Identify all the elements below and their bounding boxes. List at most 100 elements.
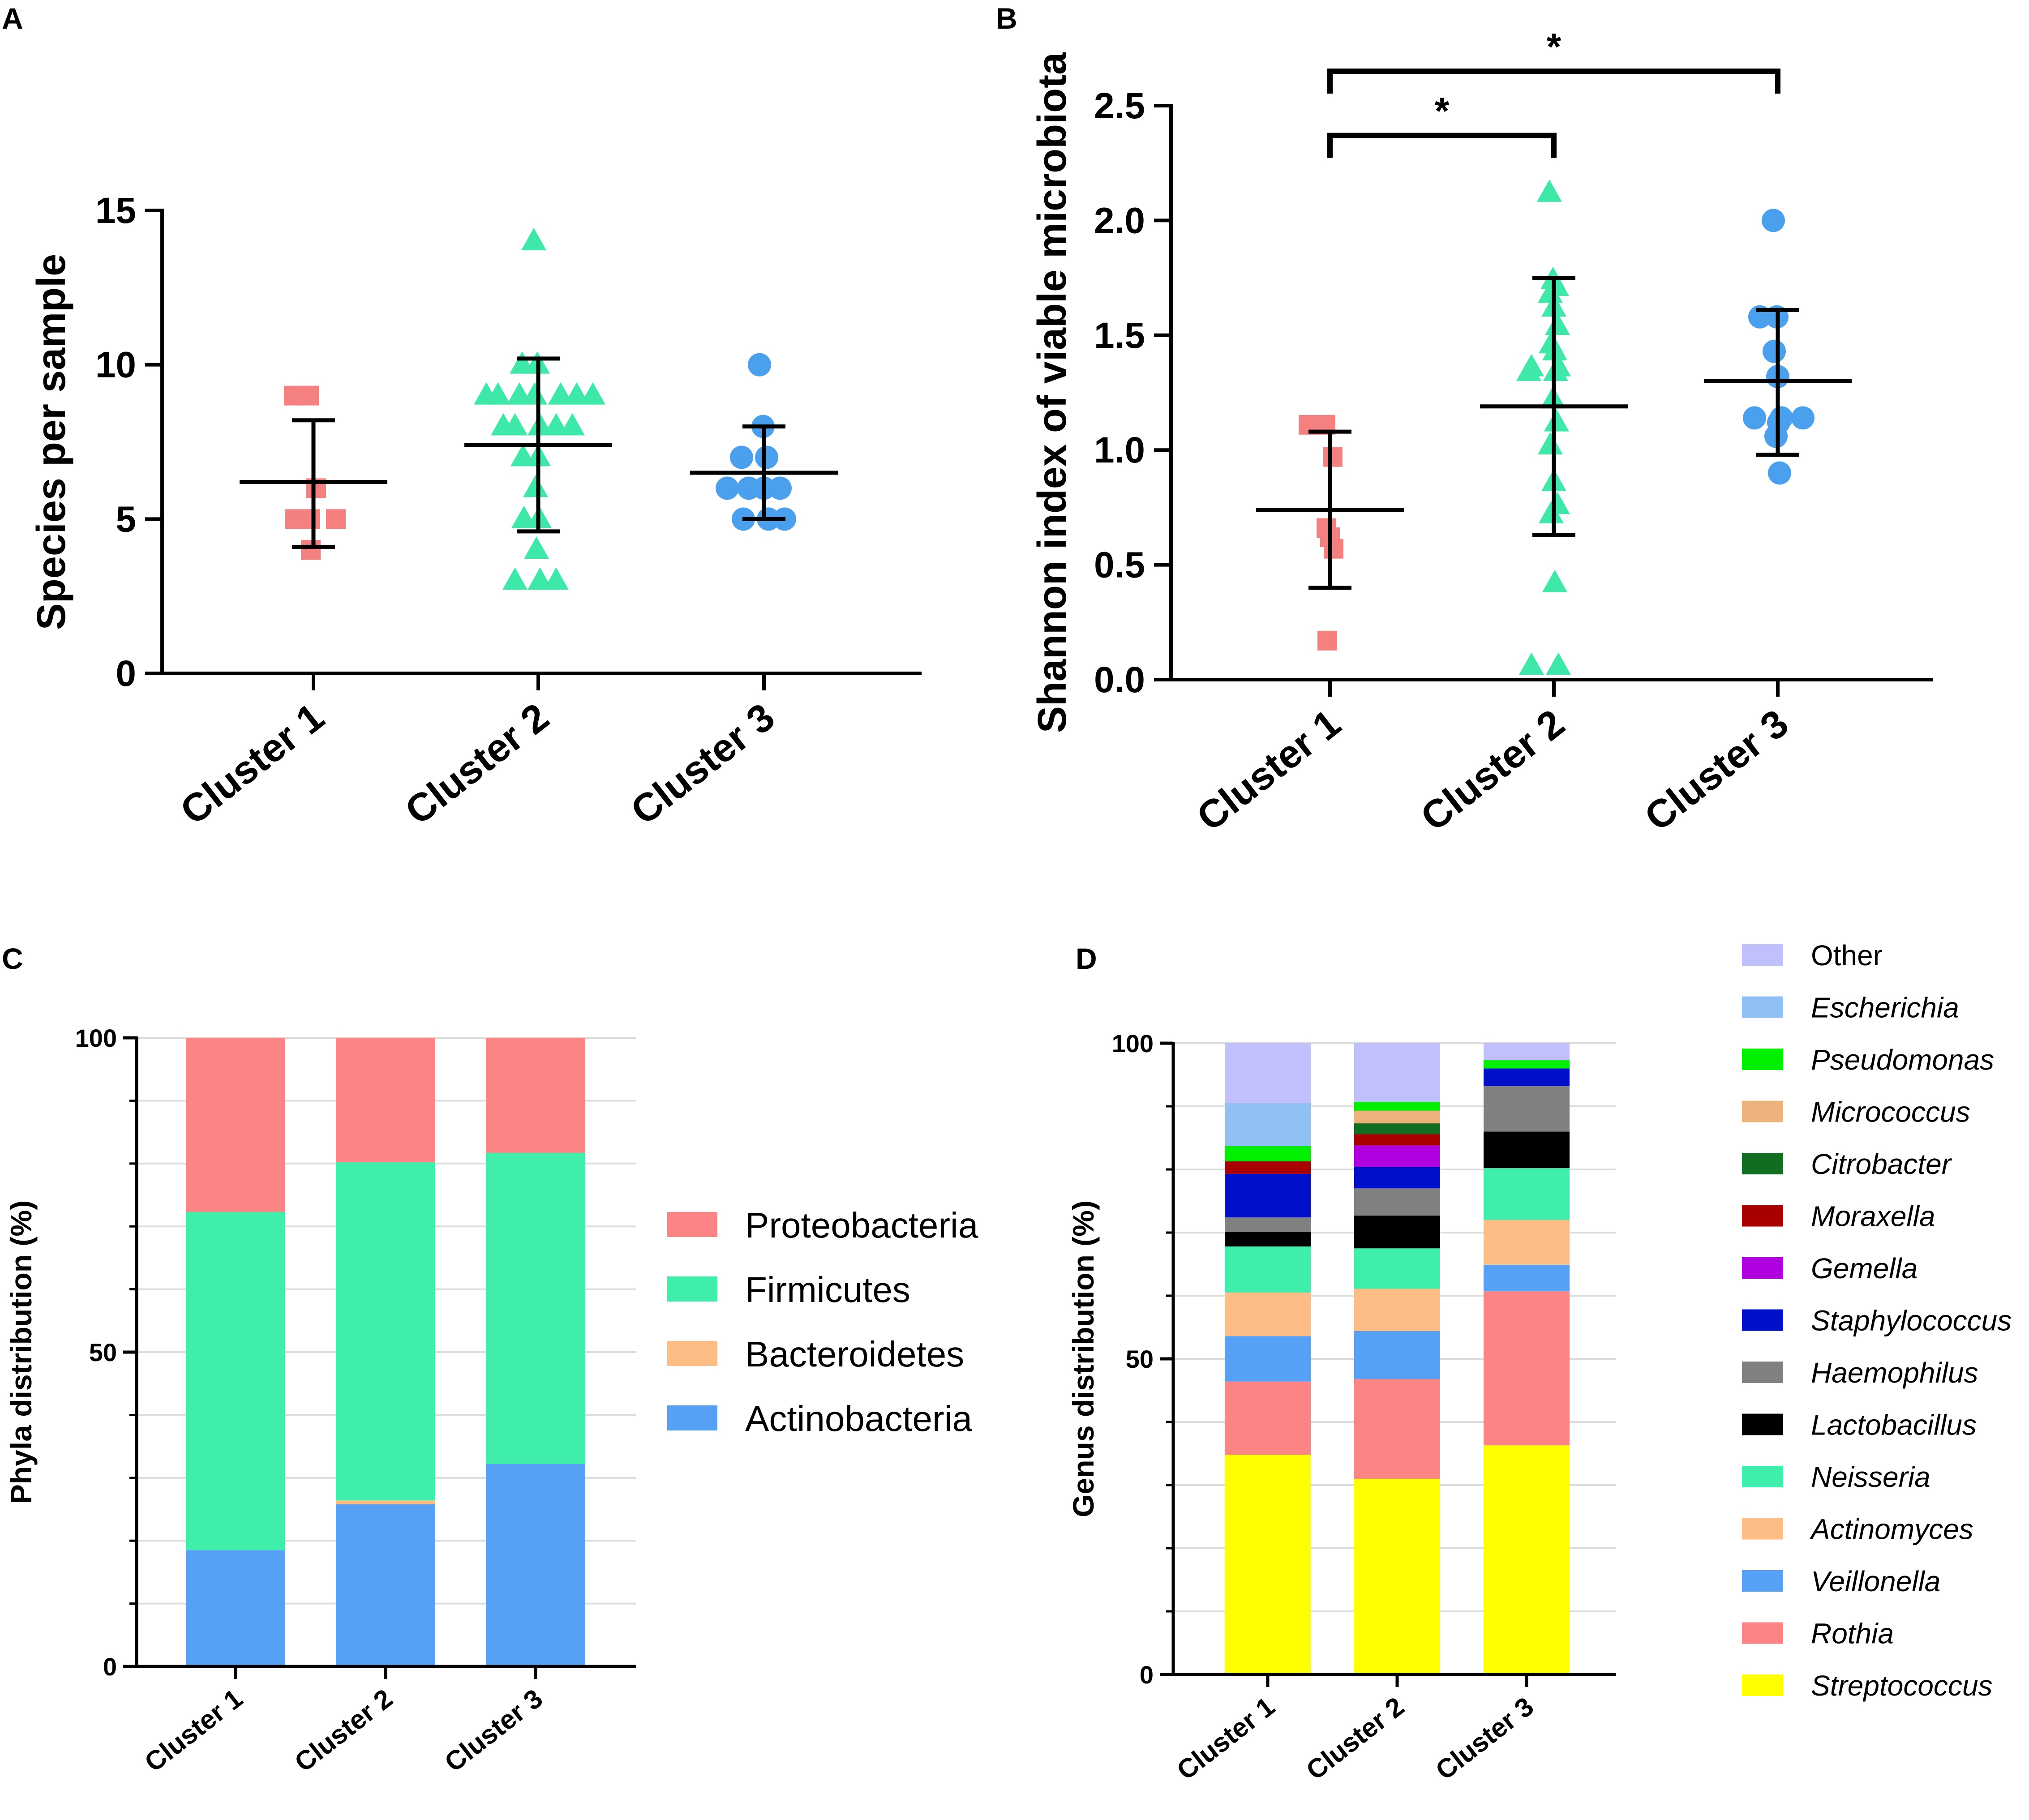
bar-segment-staphylococcus	[1354, 1167, 1440, 1189]
bar-segment-lactobacillus	[1354, 1215, 1440, 1249]
y-tick-label: 0	[103, 1653, 117, 1681]
legend-swatch-staphylococcus	[1742, 1309, 1783, 1331]
legend-label-firmicutes: Firmicutes	[745, 1270, 910, 1310]
legend-swatch-actinomyces	[1742, 1518, 1783, 1540]
data-point-triangle	[1542, 570, 1567, 592]
y-tick-label: 5	[116, 499, 136, 540]
x-category-label: Cluster 3	[622, 694, 783, 833]
data-point-square	[1323, 447, 1343, 467]
data-point-triangle	[507, 382, 532, 405]
data-point-triangle	[528, 567, 553, 590]
data-point-square	[301, 540, 321, 560]
legend-label-citrobacter: Citrobacter	[1811, 1148, 1952, 1180]
legend-swatch-veillonella	[1742, 1570, 1783, 1592]
bar-segment-streptococcus	[1484, 1445, 1570, 1674]
data-point-circle	[1743, 406, 1766, 430]
bar-segment-actinobacteria	[336, 1504, 435, 1666]
bar-segment-proteobacteria	[486, 1038, 585, 1153]
significance-bracket	[1327, 133, 1557, 158]
data-point-circle	[1762, 209, 1785, 232]
legend-label-proteobacteria: Proteobacteria	[745, 1205, 978, 1245]
bar-segment-gemella	[1354, 1145, 1440, 1167]
data-point-triangle	[1538, 280, 1563, 303]
data-point-triangle	[1537, 179, 1562, 202]
legend-label-escherichia: Escherichia	[1811, 992, 1959, 1024]
legend-label-pseudomonas: Pseudomonas	[1811, 1044, 1994, 1076]
data-point-triangle	[1545, 313, 1570, 335]
data-point-circle	[730, 445, 753, 469]
data-point-triangle	[491, 413, 516, 436]
data-point-triangle	[1539, 501, 1564, 523]
data-point-triangle	[1519, 652, 1544, 675]
legend-swatch-other	[1742, 944, 1783, 966]
data-point-triangle	[523, 475, 548, 497]
y-axis-title: Genus distribution (%)	[1067, 1200, 1100, 1517]
y-tick-label: 50	[89, 1338, 117, 1366]
data-point-circle	[1791, 406, 1815, 430]
panel-b: B 0.0 0.5 1.0 1.5 2.0 2.5 Shannon index of viab…	[996, 2, 1933, 839]
bar-segment-veillonella	[1354, 1331, 1440, 1379]
bar-segment-other	[1354, 1043, 1440, 1102]
bar-segment-pseudomonas	[1354, 1102, 1440, 1111]
bar-segment-streptococcus	[1225, 1455, 1311, 1674]
data-point-triangle	[560, 413, 585, 436]
x-category-label: Cluster 1	[1188, 701, 1349, 839]
bar-segment-streptococcus	[1354, 1478, 1440, 1674]
data-point-triangle	[1546, 652, 1571, 675]
bar-segment-firmicutes	[336, 1162, 435, 1501]
bar-segment-actinomyces	[1354, 1289, 1440, 1331]
bar-segment-proteobacteria	[336, 1038, 435, 1162]
legend-label-veillonella: Veillonella	[1811, 1565, 1940, 1597]
legend-swatch-gemella	[1742, 1257, 1783, 1279]
bar-segment-rothia	[1484, 1291, 1570, 1446]
data-point-triangle	[510, 351, 535, 374]
legend-label-haemophilus: Haemophilus	[1811, 1357, 1978, 1389]
y-tick-label: 2.5	[1094, 86, 1145, 126]
bar-segment-neisseria	[1354, 1248, 1440, 1289]
legend-label-actinobacteria: Actinobacteria	[745, 1399, 972, 1439]
data-point-triangle	[474, 382, 499, 405]
bar-segment-pseudomonas	[1225, 1146, 1311, 1161]
y-tick-label: 50	[1126, 1345, 1154, 1373]
legend-label-bacteroidetes: Bacteroidetes	[745, 1334, 964, 1374]
bar-segment-staphylococcus	[1484, 1068, 1570, 1086]
y-tick-label: 1.5	[1094, 315, 1145, 356]
data-point-circle	[716, 476, 739, 500]
panel-letter: A	[2, 2, 23, 35]
bar-segment-lactobacillus	[1484, 1131, 1570, 1169]
data-point-square	[1324, 539, 1343, 559]
significance-label: *	[1547, 26, 1561, 68]
bar-segment-bacteroidetes	[336, 1500, 435, 1504]
legend-label-moraxella: Moraxella	[1811, 1200, 1935, 1233]
data-point-triangle	[1516, 358, 1541, 381]
legend-swatch-lactobacillus	[1742, 1413, 1783, 1435]
bar-segment-other	[1484, 1043, 1570, 1061]
legend-label-rothia: Rothia	[1811, 1618, 1894, 1650]
legend-swatch-streptococcus	[1742, 1674, 1783, 1696]
legend-label-actinomyces: Actinomyces	[1809, 1513, 1973, 1546]
data-point-circle	[1763, 339, 1786, 363]
y-axis-title: Shannon index of viable microbiota	[1030, 52, 1075, 733]
bar-segment-escherichia	[1225, 1103, 1311, 1146]
legend-swatch-micrococcus	[1742, 1101, 1783, 1122]
y-axis-title: Phyla distribution (%)	[4, 1200, 38, 1504]
data-point-triangle	[511, 505, 536, 528]
legend-label-micrococcus: Micrococcus	[1811, 1096, 1970, 1128]
bar-segment-proteobacteria	[186, 1038, 285, 1212]
y-tick-label: 15	[95, 190, 136, 231]
data-point-triangle	[1544, 409, 1569, 432]
y-tick-label: 0	[116, 653, 136, 694]
data-point-triangle	[502, 567, 528, 590]
y-tick-label: 0	[1140, 1661, 1154, 1689]
bar-segment-veillonella	[1484, 1264, 1570, 1292]
y-tick-label: 2.0	[1094, 200, 1145, 241]
legend-label-lactobacillus: Lactobacillus	[1811, 1409, 1977, 1441]
y-tick-label: 1.0	[1094, 430, 1145, 471]
significance-bracket	[1327, 69, 1780, 94]
panel-c: C 0 50 100 Phyla distribution (%) Cluster 1 Cl…	[2, 942, 978, 1777]
y-tick-label: 0.0	[1094, 659, 1145, 700]
legend-swatch-haemophilus	[1742, 1362, 1783, 1383]
data-point-triangle	[564, 382, 589, 405]
legend-swatch-rothia	[1742, 1622, 1783, 1644]
